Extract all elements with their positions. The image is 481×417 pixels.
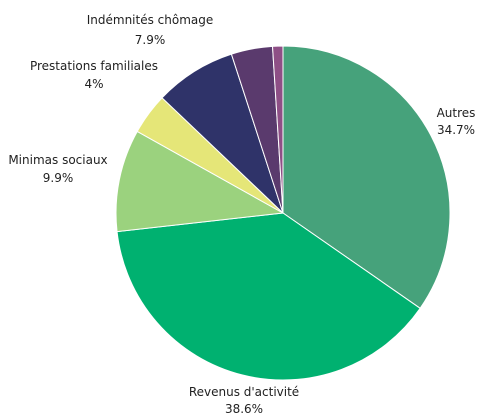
slice-label-indemnites-chomage: Indémnités chômage: [87, 13, 214, 27]
slice-value-prestations-familiales: 4%: [84, 77, 103, 91]
pie-slices: [115, 45, 451, 381]
slice-value-indemnites-chomage: 7.9%: [135, 33, 166, 47]
pie-slice-minimas-sociaux: [115, 130, 285, 233]
pie-slice-unlabeled-6: [271, 45, 284, 214]
slice-label-prestations-familiales: Prestations familiales: [30, 59, 158, 73]
slice-label-autres: Autres: [437, 106, 476, 120]
slice-value-revenus-activite: 38.6%: [225, 402, 263, 416]
pie-slice-autres: [282, 45, 451, 309]
slice-value-minimas-sociaux: 9.9%: [43, 171, 74, 185]
slice-label-minimas-sociaux: Minimas sociaux: [8, 153, 107, 167]
pie-slice-revenus-d-activite: [116, 212, 421, 381]
slice-label-revenus-activite: Revenus d'activité: [189, 385, 299, 399]
slice-value-autres: 34.7%: [437, 123, 475, 137]
